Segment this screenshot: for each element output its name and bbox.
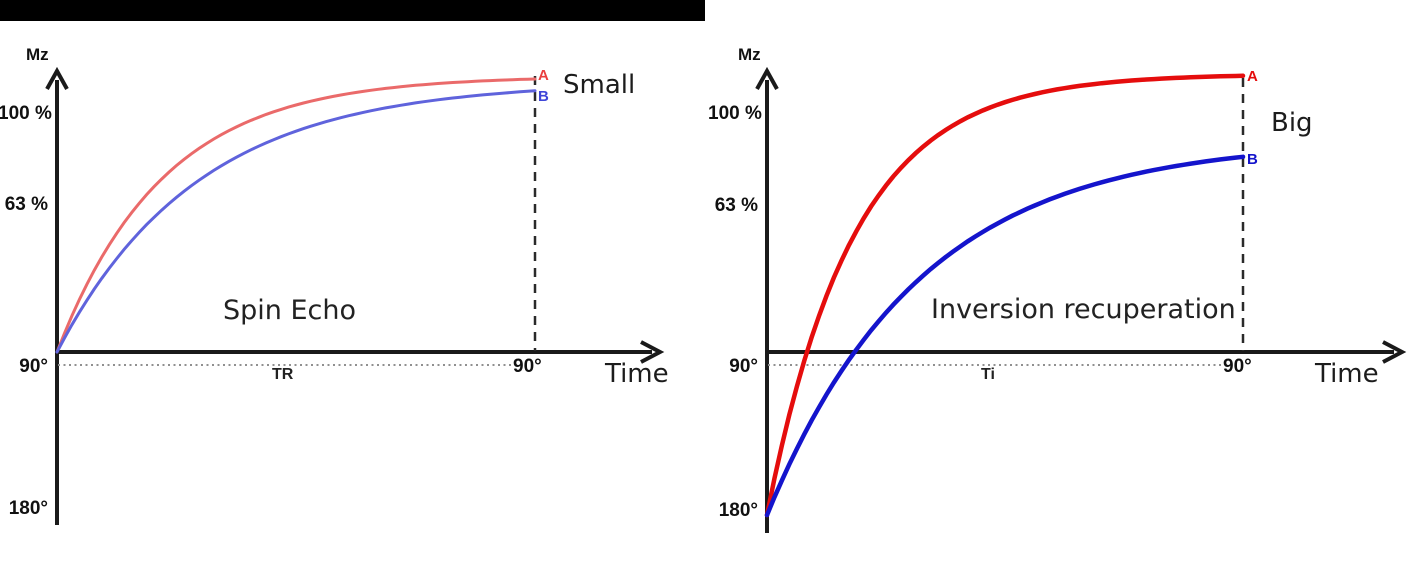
left-ytick-63: 63 % xyxy=(4,194,48,215)
left-curve-A xyxy=(55,77,537,354)
left-y-axis-label: Mz xyxy=(26,45,49,64)
left-curve-B-label: B xyxy=(538,88,549,105)
left-y-axis-arrow-icon xyxy=(45,66,69,90)
left-x-axis-arrow-icon xyxy=(640,340,665,364)
left-ytick-100: 100 % xyxy=(0,103,52,124)
right-curve-A xyxy=(764,73,1246,518)
left-curve-B xyxy=(55,89,537,354)
right-annotation: Big xyxy=(1271,108,1313,138)
right-ytick-90deg: 90° xyxy=(729,356,758,377)
right-ytick-63: 63 % xyxy=(714,195,758,216)
right-x-interval-label: Ti xyxy=(981,366,995,383)
right-ytick-100: 100 % xyxy=(708,103,762,124)
left-chart-axes xyxy=(45,66,665,525)
right-x-pulse-label: 90° xyxy=(1223,356,1252,377)
right-curve-B-label: B xyxy=(1247,151,1258,168)
left-ytick-180deg: 180° xyxy=(8,498,48,519)
top-black-bar xyxy=(0,0,705,21)
right-curve-B xyxy=(764,154,1246,518)
left-chart-title: Spin Echo xyxy=(223,295,357,326)
right-x-axis-arrow-icon xyxy=(1382,340,1407,364)
right-chart-title: Inversion recuperation xyxy=(931,294,1236,325)
right-x-axis-label: Time xyxy=(1315,359,1379,389)
left-x-pulse-label: 90° xyxy=(513,356,542,377)
left-annotation: Small xyxy=(563,70,636,100)
right-y-axis-label: Mz xyxy=(738,45,761,64)
right-ytick-180deg: 180° xyxy=(718,500,758,521)
right-chart-axes xyxy=(755,66,1407,533)
left-ytick-90deg: 90° xyxy=(19,356,48,377)
left-x-axis-label: Time xyxy=(605,359,669,389)
right-curve-A-label: A xyxy=(1247,68,1258,85)
left-x-interval-label: TR xyxy=(272,366,294,383)
right-y-axis-arrow-icon xyxy=(755,66,779,90)
left-curve-A-label: A xyxy=(538,67,549,84)
